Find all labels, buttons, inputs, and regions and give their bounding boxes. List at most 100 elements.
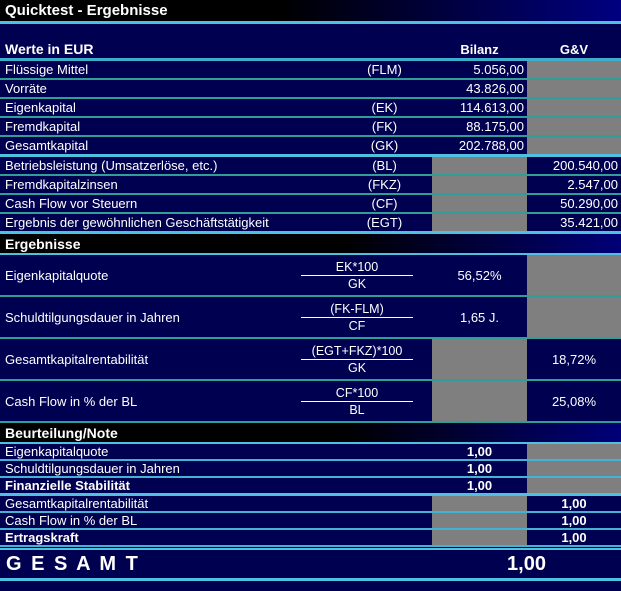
gv-value-cell[interactable]: 35.421,00 <box>560 215 618 230</box>
row-label: Flüssige Mittel <box>5 62 89 77</box>
table-row: Cash Flow in % der BL CF*100 BL 25,08% <box>0 381 621 423</box>
gv-disabled-cell <box>527 255 621 295</box>
gv-value-cell[interactable]: 200.540,00 <box>552 158 618 173</box>
bilanz-value-cell[interactable]: 5.056,00 <box>473 62 524 77</box>
bilanz-disabled-cell <box>432 339 527 379</box>
column-header-bilanz: Bilanz <box>460 41 499 57</box>
formula-denominator: CF <box>348 318 366 333</box>
row-label: Cash Flow in % der BL <box>5 513 138 528</box>
row-label: Fremdkapitalzinsen <box>5 177 118 192</box>
gv-disabled-cell <box>527 118 621 135</box>
gv-value-cell[interactable]: 1,00 <box>561 513 587 528</box>
row-label: Ertragskraft <box>5 530 79 545</box>
table-row: Gesamtkapital (GK) 202.788,00 <box>0 137 621 157</box>
bilanz-disabled-cell <box>432 513 527 528</box>
formula-fraction: CF*100 BL <box>282 381 432 421</box>
column-header-werte: Werte in EUR <box>5 41 94 57</box>
page-title: Quicktest - Ergebnisse <box>5 2 168 19</box>
table-row: Eigenkapitalquote 1,00 <box>0 444 621 461</box>
row-label: Gesamtkapitalrentabilität <box>5 496 149 511</box>
table-row: Gesamtkapitalrentabilität 1,00 <box>0 496 621 513</box>
row-code: (CF) <box>371 196 398 211</box>
row-label: Finanzielle Stabilität <box>5 478 130 493</box>
row-code: (EGT) <box>366 215 403 230</box>
gv-disabled-cell <box>527 61 621 78</box>
column-header-row: Werte in EUR Bilanz G&V <box>0 40 621 61</box>
formula-numerator: (FK-FLM) <box>301 301 413 318</box>
row-label: Cash Flow in % der BL <box>5 393 138 409</box>
table-row: Finanzielle Stabilität 1,00 <box>0 478 621 496</box>
formula-fraction: (EGT+FKZ)*100 GK <box>282 339 432 379</box>
gv-value-cell[interactable]: 1,00 <box>561 530 587 545</box>
table-row: Betriebsleistung (Umsatzerlöse, etc.) (B… <box>0 157 621 176</box>
row-code: (FK) <box>371 119 398 134</box>
table-row: Ergebnis der gewöhnlichen Geschäftstätig… <box>0 214 621 234</box>
formula-numerator: (EGT+FKZ)*100 <box>301 343 413 360</box>
formula-fraction: EK*100 GK <box>282 255 432 295</box>
table-row: Fremdkapitalzinsen (FKZ) 2.547,00 <box>0 176 621 195</box>
row-code: (GK) <box>370 138 399 153</box>
table-row: Cash Flow in % der BL 1,00 <box>0 513 621 530</box>
bilanz-value-cell[interactable]: 1,00 <box>466 461 493 476</box>
bilanz-disabled-cell <box>432 496 527 511</box>
section-title: Beurteilung/Note <box>5 424 118 441</box>
bilanz-disabled-cell <box>432 381 527 421</box>
gv-value-cell[interactable]: 50.290,00 <box>560 196 618 211</box>
formula-numerator: CF*100 <box>301 385 413 402</box>
row-label: Fremdkapital <box>5 119 81 134</box>
gv-disabled-cell <box>527 80 621 97</box>
bilanz-disabled-cell <box>432 195 527 212</box>
gv-disabled-cell <box>527 297 621 337</box>
bilanz-value-cell[interactable]: 1,00 <box>466 478 493 493</box>
bilanz-value-cell[interactable]: 202.788,00 <box>458 138 524 153</box>
bilanz-value-cell[interactable]: 114.613,00 <box>459 100 524 115</box>
row-code <box>337 80 432 97</box>
section-header-ergebnisse: Ergebnisse <box>0 234 621 255</box>
bilanz-value-cell[interactable]: 1,65 J. <box>459 309 500 325</box>
gv-value-cell[interactable]: 18,72% <box>551 351 597 367</box>
column-header-gv: G&V <box>559 41 589 57</box>
gv-value-cell[interactable]: 25,08% <box>551 393 597 409</box>
bilanz-disabled-cell <box>432 214 527 231</box>
formula-fraction: (FK-FLM) CF <box>282 297 432 337</box>
title-bar: Quicktest - Ergebnisse <box>0 0 621 24</box>
row-label: Eigenkapitalquote <box>5 444 109 459</box>
bilanz-value-cell[interactable]: 56,52% <box>457 267 502 283</box>
bilanz-value-cell[interactable]: 43.826,00 <box>466 81 524 96</box>
row-label: Eigenkapitalquote <box>5 267 109 283</box>
table-row: Gesamtkapitalrentabilität (EGT+FKZ)*100 … <box>0 339 621 381</box>
gesamt-row: G E S A M T 1,00 <box>0 548 621 581</box>
row-label: Schuldtilgungsdauer in Jahren <box>5 309 180 325</box>
gv-disabled-cell <box>527 478 621 493</box>
row-label: Vorräte <box>5 81 47 96</box>
gv-value-cell[interactable]: 1,00 <box>561 496 587 511</box>
formula-denominator: BL <box>349 402 365 417</box>
row-code: (FLM) <box>367 62 402 77</box>
gv-disabled-cell <box>527 461 621 476</box>
table-row: Eigenkapitalquote EK*100 GK 56,52% <box>0 255 621 297</box>
bilanz-value-cell[interactable]: 1,00 <box>466 444 493 459</box>
row-label: Schuldtilgungsdauer in Jahren <box>5 461 180 476</box>
row-label: Gesamtkapital <box>5 138 89 153</box>
gv-disabled-cell <box>527 444 621 459</box>
table-row: Schuldtilgungsdauer in Jahren 1,00 <box>0 461 621 478</box>
gv-disabled-cell <box>527 137 621 154</box>
bilanz-disabled-cell <box>432 176 527 193</box>
formula-denominator: GK <box>347 276 367 291</box>
row-label: Cash Flow vor Steuern <box>5 196 138 211</box>
gv-value-cell[interactable]: 2.547,00 <box>567 177 618 192</box>
table-row: Fremdkapital (FK) 88.175,00 <box>0 118 621 137</box>
gesamt-label: G E S A M T <box>6 552 140 575</box>
table-row: Cash Flow vor Steuern (CF) 50.290,00 <box>0 195 621 214</box>
row-label: Ergebnis der gewöhnlichen Geschäftstätig… <box>5 215 269 230</box>
gv-disabled-cell <box>527 99 621 116</box>
formula-denominator: GK <box>347 360 367 375</box>
row-label: Eigenkapital <box>5 100 76 115</box>
table-row: Schuldtilgungsdauer in Jahren (FK-FLM) C… <box>0 297 621 339</box>
bilanz-value-cell[interactable]: 88.175,00 <box>466 119 524 134</box>
formula-numerator: EK*100 <box>301 259 413 276</box>
bilanz-disabled-cell <box>432 530 527 545</box>
gesamt-value[interactable]: 1,00 <box>507 552 546 575</box>
bilanz-disabled-cell <box>432 157 527 174</box>
